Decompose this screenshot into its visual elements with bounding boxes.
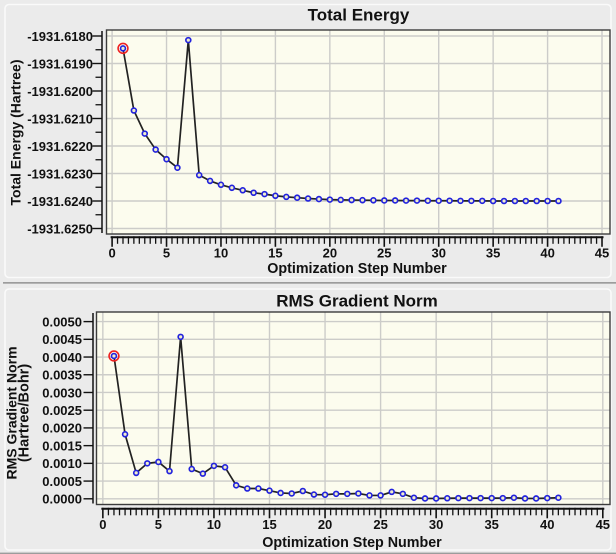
svg-text:35: 35 [486, 246, 500, 261]
svg-text:0.0050: 0.0050 [42, 314, 82, 329]
svg-text:Optimization Step Number: Optimization Step Number [262, 535, 442, 551]
svg-text:20: 20 [323, 246, 337, 261]
svg-text:0.0015: 0.0015 [42, 438, 82, 453]
svg-text:-1931.6230: -1931.6230 [27, 166, 93, 181]
svg-text:0: 0 [99, 517, 106, 532]
svg-text:15: 15 [262, 517, 276, 532]
svg-text:10: 10 [214, 246, 228, 261]
svg-text:-1931.6220: -1931.6220 [27, 139, 93, 154]
svg-text:-1931.6180: -1931.6180 [27, 29, 93, 44]
svg-text:45: 45 [596, 517, 610, 532]
svg-text:0.0010: 0.0010 [42, 456, 82, 471]
svg-text:-1931.6250: -1931.6250 [27, 221, 93, 236]
svg-text:45: 45 [595, 246, 609, 261]
svg-text:10: 10 [207, 517, 221, 532]
svg-text:40: 40 [540, 517, 554, 532]
svg-text:-1931.6210: -1931.6210 [27, 111, 93, 126]
svg-text:Optimization Step Number: Optimization Step Number [267, 261, 447, 277]
svg-text:-1931.6190: -1931.6190 [27, 56, 93, 71]
svg-text:0.0045: 0.0045 [42, 332, 82, 347]
svg-text:Total Energy (Hartree): Total Energy (Hartree) [7, 59, 23, 205]
svg-text:0.0000: 0.0000 [42, 492, 82, 507]
svg-text:(Hartree/Bohr): (Hartree/Bohr) [16, 364, 32, 462]
svg-text:0.0005: 0.0005 [42, 474, 82, 489]
svg-text:-1931.6240: -1931.6240 [27, 194, 93, 209]
svg-text:0.0020: 0.0020 [42, 421, 82, 436]
svg-text:RMS Gradient Norm: RMS Gradient Norm [4, 346, 20, 479]
svg-text:15: 15 [268, 246, 282, 261]
svg-text:0.0025: 0.0025 [42, 403, 82, 418]
svg-text:20: 20 [318, 517, 332, 532]
svg-text:5: 5 [155, 517, 162, 532]
svg-text:30: 30 [431, 246, 445, 261]
svg-text:25: 25 [373, 517, 387, 532]
svg-text:25: 25 [377, 246, 391, 261]
svg-text:35: 35 [484, 517, 498, 532]
svg-text:Total Energy: Total Energy [308, 6, 410, 25]
svg-text:30: 30 [429, 517, 443, 532]
svg-text:-1931.6200: -1931.6200 [27, 84, 93, 99]
svg-text:RMS Gradient Norm: RMS Gradient Norm [276, 292, 438, 311]
svg-text:0.0035: 0.0035 [42, 368, 82, 383]
svg-text:40: 40 [540, 246, 554, 261]
svg-text:0: 0 [108, 246, 115, 261]
svg-text:0.0040: 0.0040 [42, 350, 82, 365]
svg-text:5: 5 [163, 246, 170, 261]
svg-text:0.0030: 0.0030 [42, 385, 82, 400]
